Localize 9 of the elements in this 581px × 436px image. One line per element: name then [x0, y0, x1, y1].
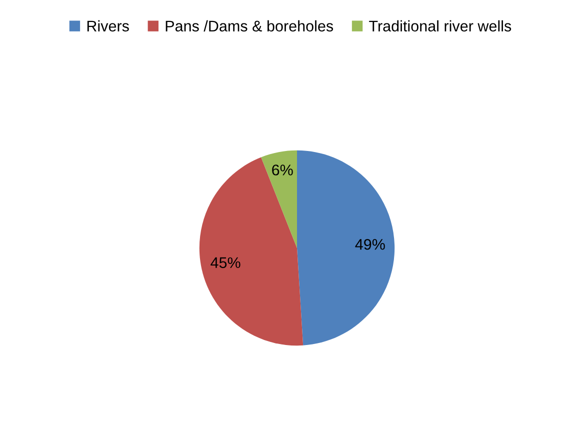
- legend-label: Rivers: [87, 20, 129, 32]
- legend-label: Traditional river wells: [369, 20, 512, 32]
- data-label: 49%: [355, 238, 385, 250]
- pie-slice: [261, 150, 297, 248]
- data-label: 6%: [272, 164, 293, 176]
- data-label: 45%: [210, 257, 240, 268]
- pie-slice: [199, 157, 304, 346]
- legend-label: Pans /Dams & boreholes: [166, 20, 334, 32]
- pie-slice: [297, 150, 395, 346]
